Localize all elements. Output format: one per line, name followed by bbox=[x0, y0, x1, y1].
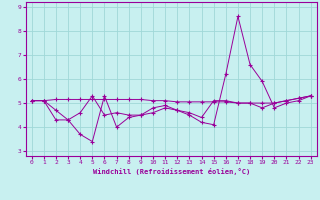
X-axis label: Windchill (Refroidissement éolien,°C): Windchill (Refroidissement éolien,°C) bbox=[92, 168, 250, 175]
